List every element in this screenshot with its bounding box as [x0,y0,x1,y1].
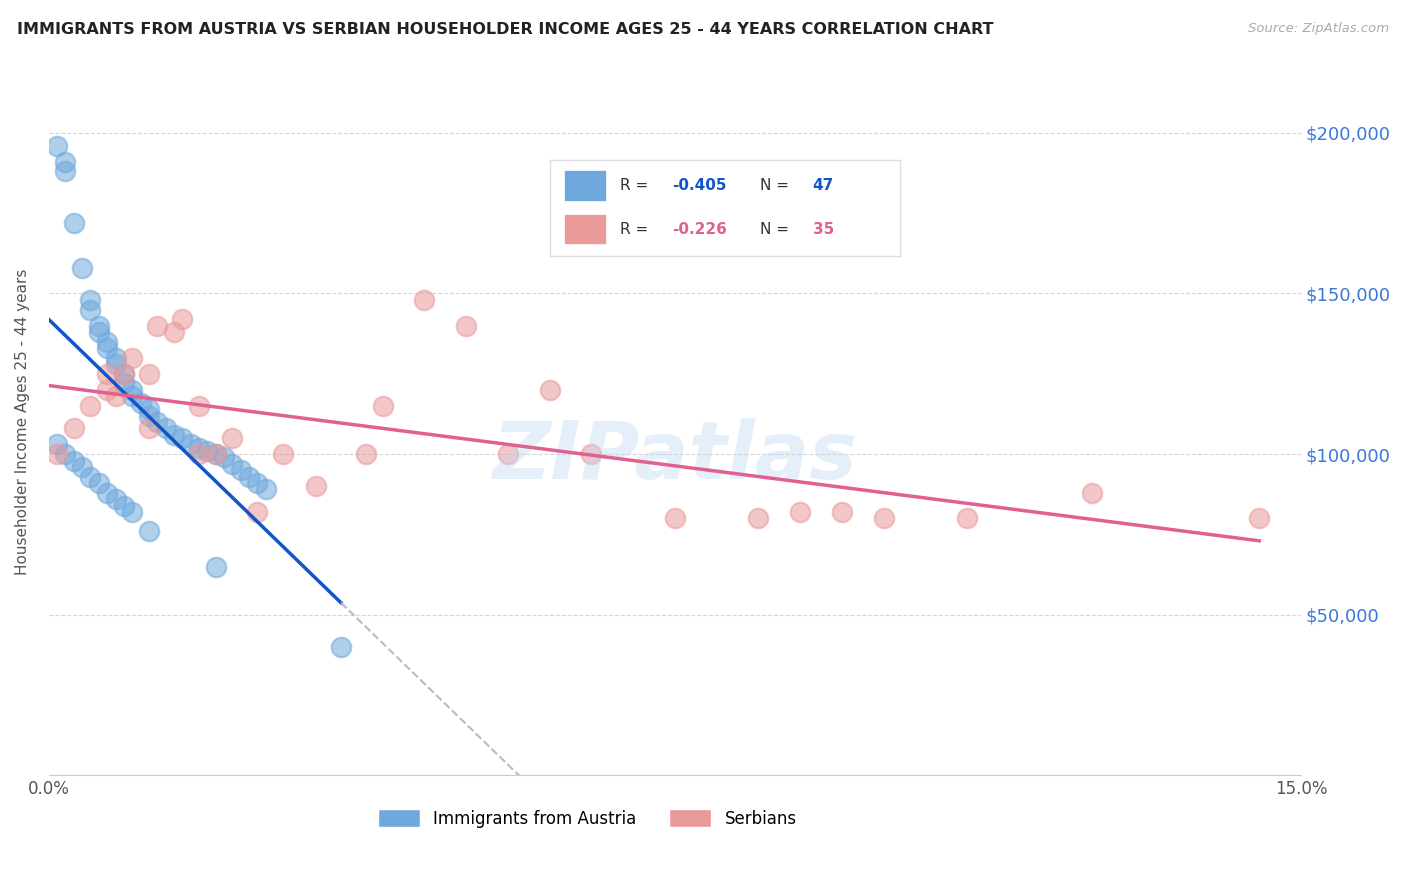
Point [238,469,260,483]
Point [138,421,160,435]
Point [413,293,436,307]
Point [188,447,211,461]
Point [79,469,101,483]
Point [1249,511,1271,525]
Point [96,485,118,500]
Point [246,505,269,519]
Point [55,164,77,178]
Point [180,437,202,451]
Point [138,367,160,381]
Point [831,505,853,519]
Point [456,318,478,333]
Point [112,376,135,391]
Point [371,399,394,413]
Point [121,351,143,365]
Point [55,154,77,169]
Point [87,318,110,333]
Point [96,334,118,349]
Legend: Immigrants from Austria, Serbians: Immigrants from Austria, Serbians [371,803,803,834]
Point [789,505,811,519]
Point [221,431,243,445]
Point [172,312,194,326]
Point [212,450,235,465]
Point [204,447,226,461]
Point [62,216,84,230]
Point [70,260,93,275]
Point [55,447,77,461]
Point [96,341,118,355]
Text: ZIPatlas: ZIPatlas [492,418,858,496]
Text: IMMIGRANTS FROM AUSTRIA VS SERBIAN HOUSEHOLDER INCOME AGES 25 - 44 YEARS CORRELA: IMMIGRANTS FROM AUSTRIA VS SERBIAN HOUSE… [17,22,994,37]
Point [70,460,93,475]
Point [163,428,186,442]
Point [354,447,377,461]
Point [329,640,352,654]
Point [956,511,979,525]
Point [112,367,135,381]
Point [221,457,243,471]
Point [163,325,186,339]
Point [62,421,84,435]
Point [195,444,218,458]
Point [305,479,328,493]
Point [96,383,118,397]
Point [204,559,226,574]
Point [87,476,110,491]
Point [104,492,127,507]
Point [188,399,211,413]
Point [581,447,603,461]
Point [112,499,135,513]
Point [229,463,252,477]
Point [138,409,160,423]
Point [46,437,69,451]
Point [87,325,110,339]
Point [46,447,69,461]
Point [79,293,101,307]
Y-axis label: Householder Income Ages 25 - 44 years: Householder Income Ages 25 - 44 years [15,268,30,575]
Point [538,383,561,397]
Point [62,453,84,467]
Point [246,476,269,491]
Point [121,505,143,519]
Point [664,511,686,525]
Point [872,511,894,525]
Point [79,302,101,317]
Point [104,389,127,403]
Point [146,318,169,333]
Point [112,367,135,381]
Point [138,524,160,539]
Point [254,483,277,497]
Point [121,389,143,403]
Point [271,447,294,461]
Point [747,511,769,525]
Point [188,441,211,455]
Point [129,395,152,409]
Point [46,138,69,153]
Point [172,431,194,445]
Point [204,447,226,461]
Point [155,421,177,435]
Point [104,357,127,371]
Point [104,351,127,365]
Text: Source: ZipAtlas.com: Source: ZipAtlas.com [1249,22,1389,36]
Point [96,367,118,381]
Point [1081,485,1104,500]
Point [146,415,169,429]
Point [121,383,143,397]
Point [138,402,160,417]
Point [496,447,519,461]
Point [79,399,101,413]
